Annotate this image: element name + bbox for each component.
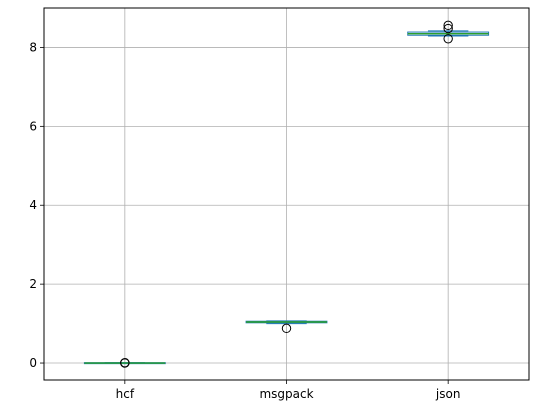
y-tick-label: 8	[29, 40, 37, 54]
box-series	[83, 20, 490, 368]
outlier-point	[443, 34, 453, 44]
outlier-point	[443, 20, 453, 31]
axis-ticks: 0 2 4 6 8 hcf msgpack json	[29, 40, 460, 401]
box-json	[407, 20, 490, 44]
y-tick-label: 6	[29, 119, 37, 133]
outlier-point	[443, 23, 453, 34]
outlier-point	[281, 323, 292, 334]
y-tick-label: 0	[29, 356, 37, 370]
grid-lines	[44, 8, 529, 380]
box-msgpack	[245, 320, 328, 334]
y-tick-label: 2	[29, 277, 37, 291]
x-tick-label: json	[435, 387, 461, 401]
x-tick-label: hcf	[116, 387, 135, 401]
box-hcf	[83, 357, 166, 368]
outlier-point	[120, 357, 130, 368]
y-tick-label: 4	[29, 198, 37, 212]
x-tick-label: msgpack	[259, 387, 313, 401]
